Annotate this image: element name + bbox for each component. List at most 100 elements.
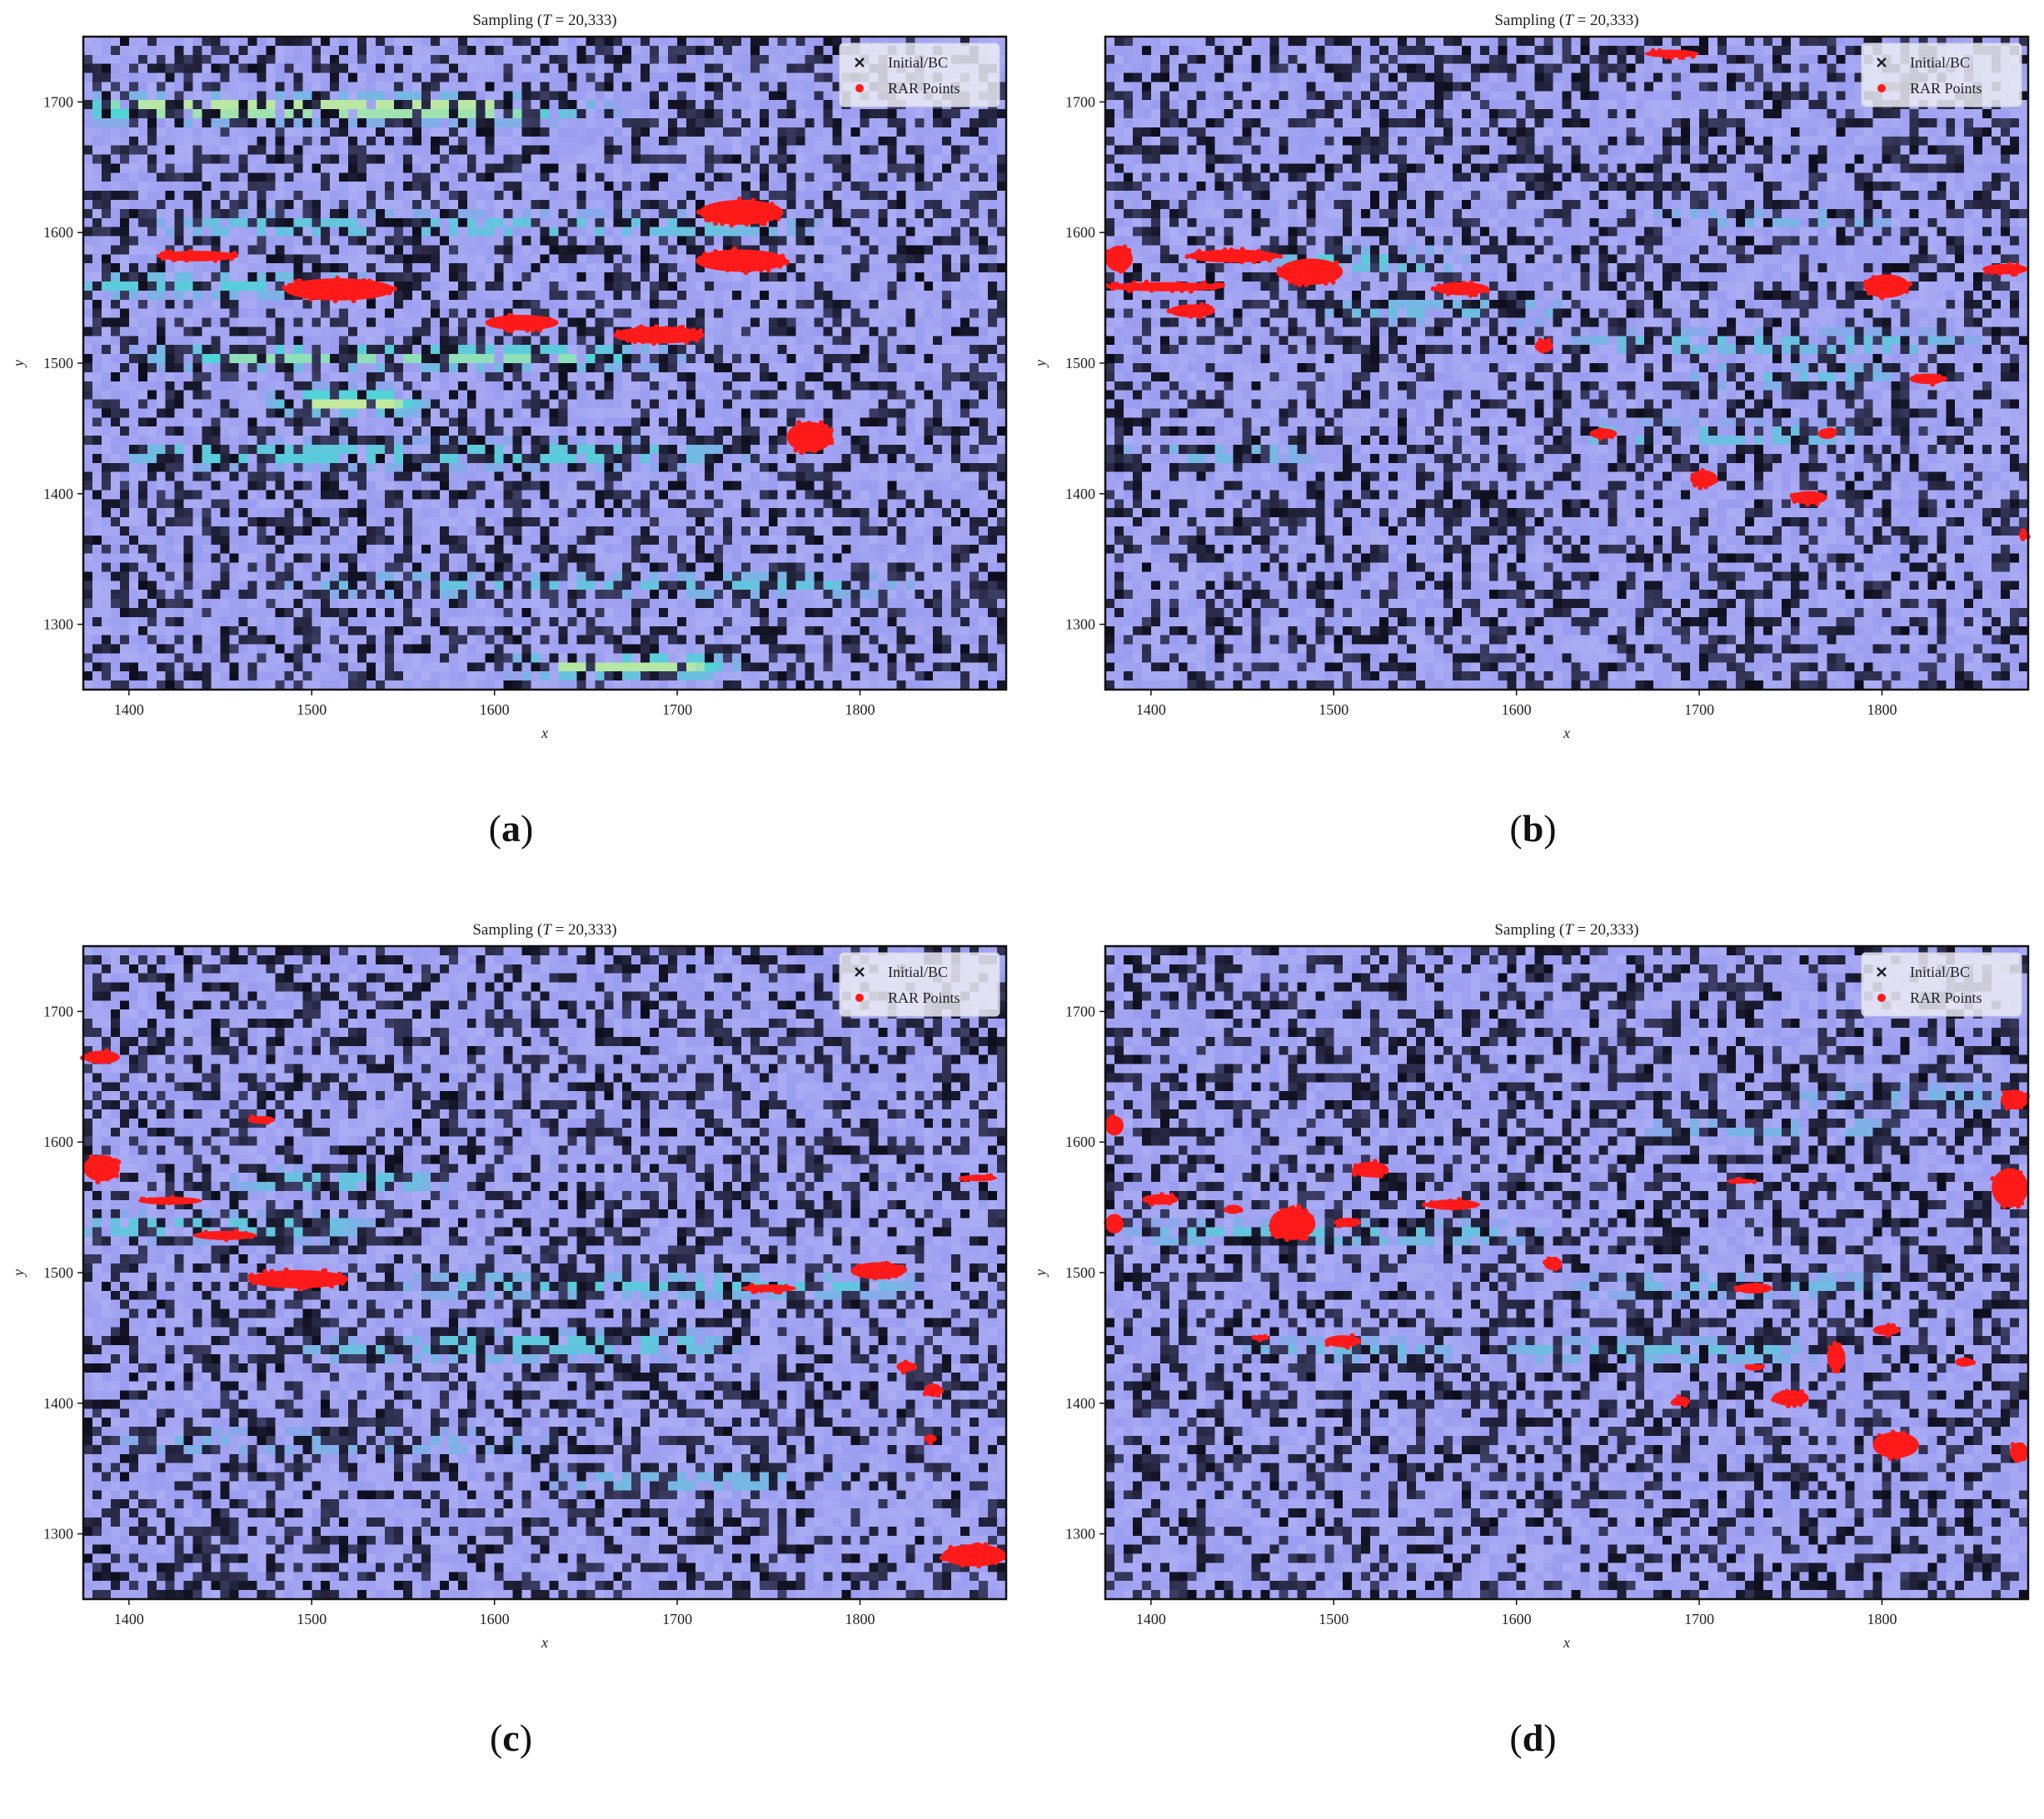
rar-point	[1150, 1194, 1156, 1200]
rar-point	[360, 288, 366, 294]
rar-point	[1259, 257, 1265, 262]
rar-point	[960, 1559, 965, 1565]
y-tick-label: 1500	[1065, 355, 1095, 371]
rar-cluster	[1104, 279, 1225, 294]
rar-point	[965, 1552, 971, 1557]
rar-point	[297, 1286, 302, 1292]
rar-point	[738, 261, 744, 267]
y-tick-label: 1300	[1065, 1526, 1095, 1542]
rar-point	[510, 316, 516, 321]
rar-point	[631, 331, 637, 337]
rar-point	[1865, 287, 1871, 292]
rar-point	[898, 1270, 904, 1276]
rar-point	[112, 1055, 118, 1061]
rar-point	[736, 196, 742, 202]
rar-point	[167, 249, 173, 255]
rar-point	[272, 1274, 278, 1280]
rar-point	[335, 1278, 341, 1283]
rar-point	[1877, 1433, 1882, 1438]
rar-point	[1334, 274, 1339, 280]
rar-point	[544, 321, 550, 326]
rar-cluster	[137, 1194, 202, 1206]
y-tick-label: 1500	[1065, 1264, 1095, 1281]
chart-title: Sampling (T = 20,333)	[472, 921, 616, 939]
rar-point	[307, 297, 313, 302]
rar-point	[104, 1169, 110, 1175]
rar-point	[950, 1552, 955, 1558]
rar-cluster	[922, 1383, 945, 1398]
rar-point	[806, 420, 812, 426]
rar-point	[302, 1285, 308, 1291]
rar-point	[1219, 250, 1225, 256]
rar-point	[978, 1542, 984, 1548]
rar-point	[1170, 1194, 1176, 1200]
rar-point	[278, 1272, 284, 1278]
rar-point	[1209, 286, 1215, 292]
rar-point	[749, 205, 755, 211]
rar-point	[1289, 1220, 1294, 1226]
rar-point	[1775, 1398, 1781, 1404]
rar-point	[302, 285, 308, 291]
rar-point	[1452, 282, 1458, 287]
rar-point	[1553, 1266, 1558, 1272]
rar-point	[1323, 281, 1329, 287]
x-axis-label: x	[1563, 1634, 1570, 1651]
rar-point	[1184, 254, 1190, 260]
legend-marker-dot-icon	[1877, 994, 1886, 1002]
rar-point	[283, 1267, 289, 1273]
rar-point	[1154, 285, 1159, 291]
rar-point	[2021, 1456, 2027, 1462]
rar-point	[750, 197, 756, 203]
rar-point	[780, 253, 785, 259]
rar-point	[1347, 1218, 1353, 1224]
rar-point	[626, 337, 631, 343]
rar-point	[1115, 1124, 1121, 1129]
rar-point	[1871, 274, 1877, 280]
rar-point	[1728, 1179, 1734, 1184]
rar-point	[2005, 1172, 2011, 1178]
rar-point	[1131, 280, 1137, 286]
rar-cluster	[1690, 467, 1718, 491]
rar-point	[1891, 1323, 1897, 1328]
rar-point	[758, 1288, 764, 1293]
rar-point	[1178, 309, 1184, 315]
rar-point	[187, 248, 193, 254]
rar-point	[743, 270, 749, 276]
chart-svg-b: Sampling (T = 20,333) 1400 1500 1600 1700 180…	[1032, 12, 2031, 741]
rar-cluster	[695, 246, 790, 276]
rar-cluster	[192, 1228, 257, 1243]
x-tick-label: 1500	[1319, 701, 1349, 718]
y-tick-label: 1700	[1065, 1003, 1095, 1019]
legend-label: RAR Points	[1910, 80, 1982, 97]
rar-point	[381, 286, 387, 292]
rar-point	[2013, 272, 2019, 277]
rar-point	[223, 1237, 229, 1243]
rar-point	[616, 329, 621, 335]
rar-point	[1885, 291, 1891, 297]
rar-point	[1670, 1399, 1676, 1405]
x-tick-label: 1400	[1136, 701, 1166, 718]
rar-point	[1657, 47, 1663, 53]
rar-point	[695, 249, 787, 272]
rar-point	[1894, 1436, 1900, 1442]
rar-point	[139, 1196, 145, 1202]
rar-point	[1762, 1287, 1768, 1293]
y-axis-label: y	[10, 360, 27, 368]
x-tick-label: 1800	[845, 1611, 875, 1627]
rar-point	[1149, 287, 1154, 293]
rar-point	[704, 217, 710, 222]
rar-point	[1834, 1352, 1840, 1358]
rar-point	[1149, 1201, 1154, 1207]
rar-point	[1448, 1198, 1453, 1204]
rar-point	[104, 1049, 110, 1055]
rar-point	[1712, 478, 1718, 484]
rar-point	[1222, 247, 1228, 252]
rar-point	[262, 1268, 268, 1274]
rar-point	[2017, 268, 2022, 274]
rar-point	[326, 278, 332, 284]
x-tick-label: 1700	[1684, 1611, 1714, 1627]
rar-point	[1229, 247, 1234, 252]
rar-point	[1937, 373, 1942, 379]
rar-point	[744, 222, 750, 227]
x-tick-label: 1600	[1502, 1611, 1532, 1627]
